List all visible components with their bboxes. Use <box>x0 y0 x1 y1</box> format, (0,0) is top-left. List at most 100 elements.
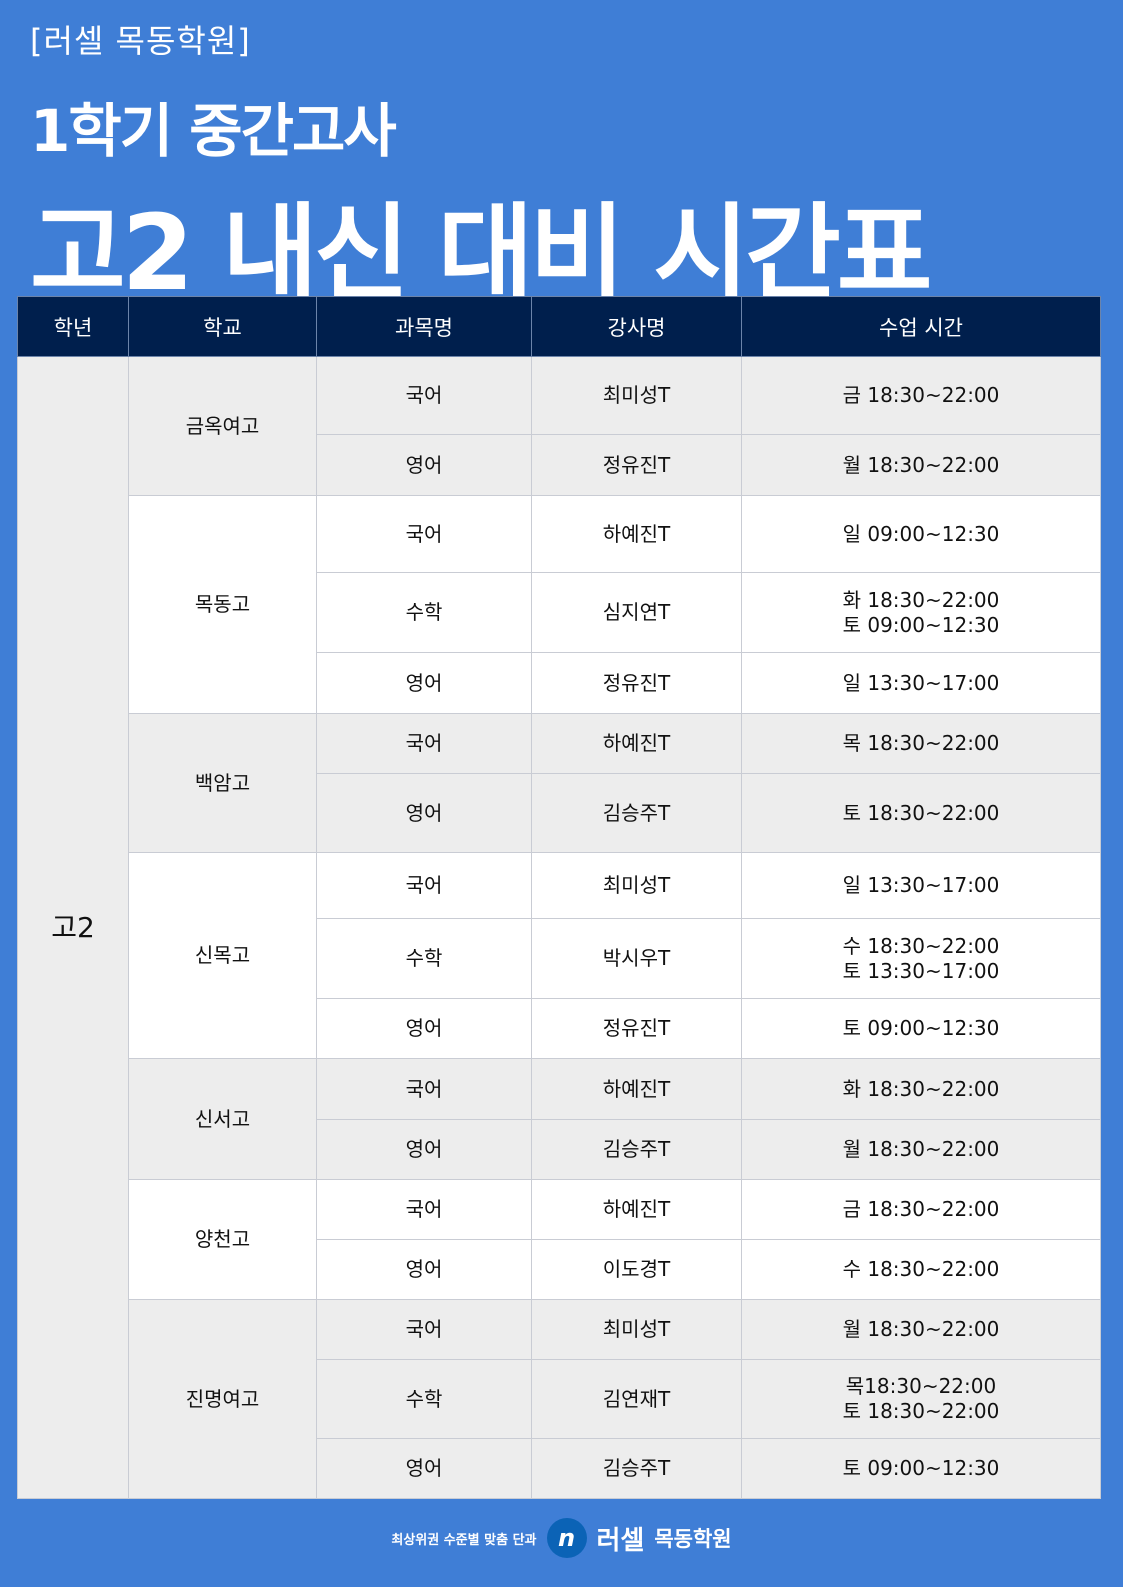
time-cell: 수 18:30~22:00 토 13:30~17:00 <box>741 918 1101 999</box>
teacher-cell: 하예진T <box>531 1179 742 1240</box>
table-header-row: 학년 학교 과목명 강사명 수업 시간 <box>17 296 1101 357</box>
time-cell: 토 09:00~12:30 <box>741 998 1101 1059</box>
time-cell: 월 18:30~22:00 <box>741 1119 1101 1180</box>
teacher-cell: 최미성T <box>531 356 742 435</box>
column-header: 과목명 <box>316 296 532 357</box>
teacher-cell: 김승주T <box>531 773 742 853</box>
subject-cell: 국어 <box>316 852 532 919</box>
subject-cell: 영어 <box>316 652 532 714</box>
table-row: 신목고 국어 최미성T 일 13:30~17:00 <box>18 852 1101 1059</box>
footer: 최상위권 수준별 맞춤 단과 n 러셀 목동학원 <box>0 1518 1123 1558</box>
table-row: 영어 이도경T 수 18:30~22:00 <box>18 1239 1101 1300</box>
time-slot: 화 18:30~22:00 <box>842 587 1000 612</box>
teacher-cell: 하예진T <box>531 495 742 573</box>
table-row: 영어 정유진T 일 13:30~17:00 <box>18 652 1101 714</box>
time-slot: 수 18:30~22:00 <box>842 1257 1000 1281</box>
teacher-cell: 이도경T <box>531 1239 742 1300</box>
subtitle: 1학기 중간고사 <box>30 97 397 165</box>
grade-cell: 고2 <box>17 356 129 1499</box>
column-header: 학년 <box>17 296 129 357</box>
time-cell: 일 09:00~12:30 <box>741 495 1101 573</box>
teacher-cell: 최미성T <box>531 852 742 919</box>
table-row: 신서고 국어 하예진T 화 18:30~22:00 <box>18 1058 1101 1180</box>
school-cell: 백암고 <box>128 713 317 853</box>
subject-cell: 국어 <box>316 1299 532 1360</box>
time-slot: 금 18:30~22:00 <box>842 383 1000 407</box>
column-header: 강사명 <box>531 296 742 357</box>
time-cell: 월 18:30~22:00 <box>741 434 1101 496</box>
subject-cell: 국어 <box>316 1179 532 1240</box>
school-cell: 양천고 <box>128 1179 317 1300</box>
table-row: 영어 정유진T 토 09:00~12:30 <box>18 998 1101 1059</box>
time-cell: 화 18:30~22:00 <box>741 1058 1101 1120</box>
table-row: 영어 김승주T 월 18:30~22:00 <box>18 1119 1101 1180</box>
school-cell: 신목고 <box>128 852 317 1059</box>
time-cell: 목18:30~22:00 토 18:30~22:00 <box>741 1359 1101 1439</box>
time-slot: 토 09:00~12:30 <box>842 1456 1000 1480</box>
subject-cell: 영어 <box>316 998 532 1059</box>
time-slot: 일 09:00~12:30 <box>842 521 1000 546</box>
teacher-cell: 박시우T <box>531 918 742 999</box>
school-cell: 금옥여고 <box>128 356 317 496</box>
table-row: 영어 김승주T 토 09:00~12:30 <box>18 1438 1101 1499</box>
time-slot: 토 18:30~22:00 <box>842 800 1000 825</box>
table-row: 수학 박시우T 수 18:30~22:00 토 13:30~17:00 <box>18 918 1101 999</box>
brand-label: [러셀 목동학원] <box>30 22 251 60</box>
teacher-cell: 정유진T <box>531 652 742 714</box>
teacher-cell: 김승주T <box>531 1438 742 1499</box>
school-cell: 목동고 <box>128 495 317 714</box>
logo-subname: 목동학원 <box>654 1527 732 1551</box>
schedule-table: 학년 학교 과목명 강사명 수업 시간 고2 금옥여고 국어 최미성T 금 18:30~… <box>17 296 1101 1499</box>
time-slot: 월 18:30~22:00 <box>842 1137 1000 1161</box>
subject-cell: 영어 <box>316 434 532 496</box>
subject-cell: 수학 <box>316 918 532 999</box>
time-slot: 토 18:30~22:00 <box>842 1399 1000 1423</box>
time-cell: 일 13:30~17:00 <box>741 852 1101 919</box>
time-slot: 목 18:30~22:00 <box>842 731 1000 755</box>
table-row: 수학 김연재T 목18:30~22:00 토 18:30~22:00 <box>18 1359 1101 1439</box>
time-slot: 토 09:00~12:30 <box>842 612 1000 637</box>
subject-cell: 영어 <box>316 1239 532 1300</box>
teacher-cell: 김승주T <box>531 1119 742 1180</box>
time-slot: 토 09:00~12:30 <box>842 1016 1000 1040</box>
teacher-cell: 하예진T <box>531 1058 742 1120</box>
teacher-cell: 최미성T <box>531 1299 742 1360</box>
subject-cell: 수학 <box>316 572 532 653</box>
teacher-cell: 하예진T <box>531 713 742 774</box>
time-cell: 일 13:30~17:00 <box>741 652 1101 714</box>
table-row: 영어 정유진T 월 18:30~22:00 <box>18 434 1101 496</box>
time-cell: 금 18:30~22:00 <box>741 1179 1101 1240</box>
time-slot: 수 18:30~22:00 <box>842 933 1000 958</box>
logo-icon: n <box>546 1518 587 1558</box>
subject-cell: 영어 <box>316 1119 532 1180</box>
table-row: 백암고 국어 하예진T 목 18:30~22:00 <box>18 713 1101 853</box>
time-cell: 수 18:30~22:00 <box>741 1239 1101 1300</box>
subject-cell: 국어 <box>316 713 532 774</box>
time-slot: 월 18:30~22:00 <box>842 452 1000 477</box>
teacher-cell: 심지연T <box>531 572 742 653</box>
time-cell: 목 18:30~22:00 <box>741 713 1101 774</box>
time-cell: 화 18:30~22:00 토 09:00~12:30 <box>741 572 1101 653</box>
footer-slogan: 최상위권 수준별 맞춤 단과 <box>391 1532 537 1548</box>
subject-cell: 국어 <box>316 495 532 573</box>
teacher-cell: 정유진T <box>531 434 742 496</box>
teacher-cell: 김연재T <box>531 1359 742 1439</box>
school-cell: 진명여고 <box>128 1299 317 1499</box>
table-row: 진명여고 국어 최미성T 월 18:30~22:00 <box>18 1299 1101 1499</box>
school-cell: 신서고 <box>128 1058 317 1180</box>
table-row: 목동고 국어 하예진T 일 09:00~12:30 <box>18 495 1101 714</box>
column-header: 학교 <box>128 296 317 357</box>
logo-name: 러셀 <box>596 1525 645 1556</box>
table-row: 양천고 국어 하예진T 금 18:30~22:00 <box>18 1179 1101 1300</box>
time-slot: 금 18:30~22:00 <box>842 1197 1000 1221</box>
subject-cell: 국어 <box>316 356 532 435</box>
time-slot: 목18:30~22:00 <box>845 1374 997 1398</box>
time-cell: 월 18:30~22:00 <box>741 1299 1101 1360</box>
subject-cell: 수학 <box>316 1359 532 1439</box>
column-header: 수업 시간 <box>741 296 1101 357</box>
time-slot: 일 13:30~17:00 <box>842 873 1000 897</box>
time-slot: 토 13:30~17:00 <box>842 958 1000 983</box>
subject-cell: 영어 <box>316 773 532 853</box>
teacher-cell: 정유진T <box>531 998 742 1059</box>
time-slot: 일 13:30~17:00 <box>842 670 1000 695</box>
